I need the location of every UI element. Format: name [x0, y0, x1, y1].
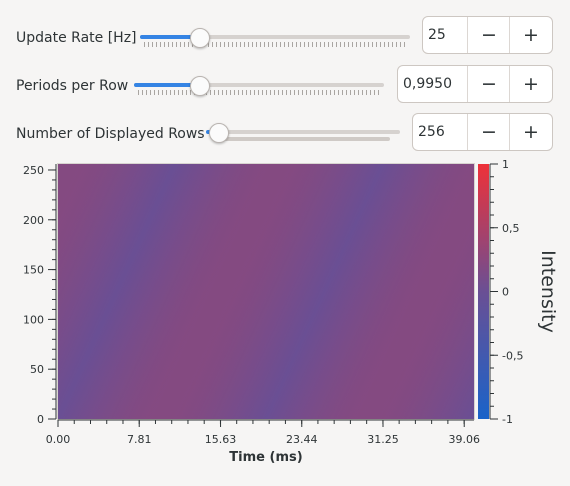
- plus-icon: +: [523, 73, 539, 95]
- y-tick-label: 50: [30, 363, 44, 376]
- plus-icon: +: [523, 24, 539, 46]
- slider-fill: [140, 35, 200, 39]
- minus-icon: −: [481, 24, 497, 46]
- update-rate-value[interactable]: 25: [428, 27, 446, 43]
- y-tick-label: 200: [23, 214, 44, 227]
- update-rate-label: Update Rate [Hz]: [16, 30, 137, 46]
- displayed-rows-increment-button[interactable]: +: [509, 114, 552, 150]
- slider-trough: [206, 130, 400, 134]
- periods-per-row-value[interactable]: 0,9950: [403, 76, 452, 92]
- x-axis-title: Time (ms): [229, 450, 302, 465]
- update-rate-slider[interactable]: [140, 28, 410, 48]
- displayed-rows-decrement-button[interactable]: −: [467, 114, 510, 150]
- update-rate-spinbox[interactable]: 25 − +: [422, 16, 553, 54]
- colorbar-tick-label: -0,5: [502, 349, 523, 362]
- slider-knob[interactable]: [208, 123, 229, 143]
- colorbar-tick-label: 1: [502, 158, 509, 171]
- slider-marks-bar: [216, 137, 390, 141]
- colorbar-tick-label: 0,5: [502, 222, 520, 235]
- displayed-rows-label: Number of Displayed Rows: [16, 126, 205, 142]
- minus-icon: −: [481, 121, 497, 143]
- displayed-rows-slider[interactable]: [206, 123, 400, 143]
- displayed-rows-value[interactable]: 256: [418, 124, 445, 140]
- colorbar-tick-label: -1: [502, 413, 513, 426]
- periods-per-row-decrement-button[interactable]: −: [467, 66, 510, 102]
- slider-ticks: [144, 42, 406, 47]
- x-tick-label: 31.25: [367, 433, 399, 446]
- periods-per-row-slider[interactable]: [134, 76, 384, 96]
- colorbar: [478, 164, 489, 419]
- x-tick-label: 0.00: [46, 433, 71, 446]
- y-tick-label: 100: [23, 313, 44, 326]
- periods-per-row-label: Periods per Row: [16, 78, 129, 94]
- x-tick-label: 39.06: [448, 433, 480, 446]
- slider-knob[interactable]: [190, 28, 211, 48]
- periods-per-row-increment-button[interactable]: +: [509, 66, 552, 102]
- slider-trough: [134, 83, 384, 87]
- slider-ticks: [138, 90, 380, 95]
- x-tick-label: 15.63: [205, 433, 237, 446]
- update-rate-increment-button[interactable]: +: [509, 17, 552, 53]
- y-tick-label: 250: [23, 164, 44, 177]
- y-tick-label: 150: [23, 264, 44, 277]
- heatmap-plot: 0.00 7.81 15.63 23.44 31.25 39.06 0 50 100 150 20…: [23, 158, 559, 465]
- update-rate-decrement-button[interactable]: −: [467, 17, 510, 53]
- minus-icon: −: [481, 73, 497, 95]
- x-tick-label: 23.44: [286, 433, 318, 446]
- displayed-rows-spinbox[interactable]: 256 − +: [412, 113, 553, 151]
- plus-icon: +: [523, 121, 539, 143]
- y-axis: 0 50 100 150 200 250: [23, 164, 57, 426]
- slider-knob[interactable]: [190, 76, 210, 96]
- colorbar-axis: 1 0,5 0 -0,5 -1: [489, 158, 523, 426]
- slider-fill: [134, 83, 199, 87]
- colorbar-title: Intensity: [537, 250, 559, 333]
- slider-trough: [140, 35, 410, 39]
- y-tick-label: 0: [37, 413, 44, 426]
- x-tick-label: 7.81: [127, 433, 152, 446]
- colorbar-tick-label: 0: [502, 286, 509, 299]
- heatmap-image: [58, 164, 474, 419]
- periods-per-row-spinbox[interactable]: 0,9950 − +: [397, 65, 553, 103]
- x-axis: 0.00 7.81 15.63 23.44 31.25 39.06: [46, 419, 480, 446]
